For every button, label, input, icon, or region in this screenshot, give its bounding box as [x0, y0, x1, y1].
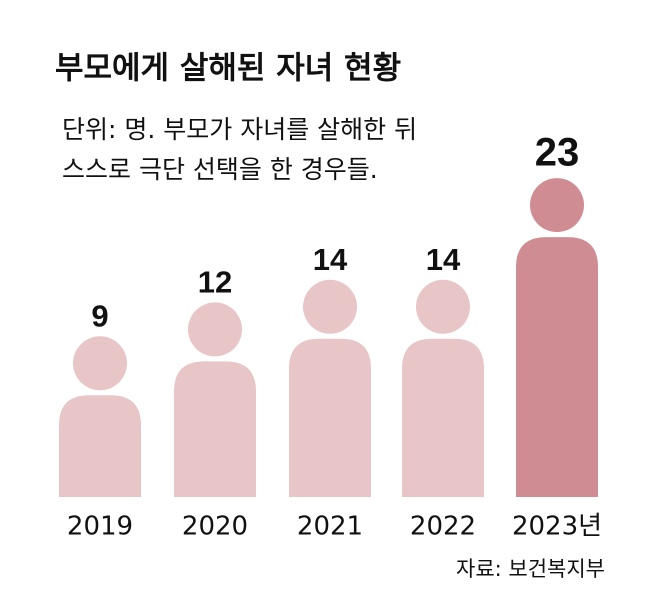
value-label: 23 — [535, 131, 580, 175]
subtitle-line: 단위: 명. 부모가 자녀를 살해한 뒤 — [62, 115, 417, 144]
person-head — [73, 336, 127, 391]
person-body — [516, 237, 598, 497]
x-tick-label: 2022 — [410, 512, 476, 542]
value-label: 9 — [91, 298, 108, 333]
value-label: 14 — [426, 242, 461, 277]
person-bar — [59, 336, 141, 497]
value-label: 14 — [313, 242, 348, 277]
person-body — [174, 361, 256, 497]
x-tick-label: 2020 — [182, 512, 248, 542]
person-bar — [289, 279, 371, 497]
person-body — [59, 395, 141, 497]
x-tick-label: 2021 — [297, 512, 363, 542]
person-head — [530, 178, 584, 233]
source: 자료: 보건복지부 — [456, 557, 605, 581]
person-bar — [174, 302, 256, 497]
x-tick-label: 2023년 — [512, 512, 602, 542]
person-body — [289, 338, 371, 497]
person-head — [188, 302, 242, 357]
person-head — [303, 279, 357, 334]
x-tick-label: 2019 — [67, 512, 133, 542]
value-label: 12 — [198, 265, 232, 300]
person-bar — [402, 279, 484, 497]
person-body — [402, 338, 484, 497]
person-bar — [516, 178, 598, 497]
chart-title: 부모에게 살해된 자녀 현황 — [55, 51, 401, 87]
person-head — [416, 279, 470, 334]
subtitle-line: 스스로 극단 선택을 한 경우들. — [62, 155, 378, 184]
